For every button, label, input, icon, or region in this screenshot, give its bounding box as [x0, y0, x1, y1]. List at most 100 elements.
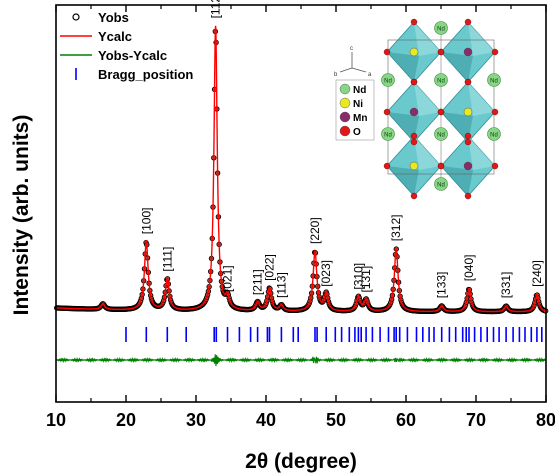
oxygen-atom — [437, 48, 445, 56]
inset-legend-label: O — [353, 127, 361, 138]
octahedron-face-light — [414, 136, 441, 170]
octahedron-face-light — [414, 22, 441, 56]
oxygen-atom — [383, 108, 391, 116]
legend-label: Yobs — [98, 10, 129, 25]
nd-atom-label: Nd — [490, 133, 498, 139]
nd-atom-label: Nd — [437, 183, 445, 189]
x-tick-label: 70 — [466, 410, 486, 430]
x-axis-title: 2θ (degree) — [245, 450, 357, 473]
oxygen-atom — [437, 108, 445, 116]
x-tick-label: 80 — [536, 410, 555, 430]
legend-label: Yobs-Ycalc — [98, 48, 167, 63]
oxygen-atom — [410, 132, 418, 140]
oxygen-atom — [464, 18, 472, 26]
axis-letter: a — [368, 72, 372, 78]
octahedron-face-light — [468, 136, 495, 170]
peak-label-layer: [100] [111] [112] [021] [211][022][113] [220]… — [139, 0, 544, 298]
b-site-atom — [409, 107, 419, 117]
octahedron-face-dark — [387, 112, 419, 142]
legend-swatch-circle — [72, 13, 80, 21]
octahedron-face-light — [468, 82, 495, 116]
axis-b-line — [339, 67, 353, 73]
oxygen-atom — [491, 48, 499, 56]
x-tick-label: 30 — [186, 410, 206, 430]
inset-legend-ball — [339, 111, 351, 123]
legend-item: Yobs-Ycalc — [60, 48, 167, 63]
octahedron-face-light — [468, 22, 495, 56]
axis-letter: c — [350, 46, 353, 52]
peak-label: [331] — [499, 272, 513, 299]
octahedron-face-dark — [441, 112, 473, 142]
peak-label: [113] — [274, 272, 288, 298]
peak-label: [131] — [359, 266, 373, 293]
series-layer — [54, 25, 549, 367]
peak-label: [211] — [251, 269, 265, 295]
nd-atom — [381, 127, 395, 141]
oxygen-atom — [410, 192, 418, 200]
legend-item: Bragg_position — [75, 67, 193, 82]
nd-atom-label: Nd — [384, 79, 392, 85]
oxygen-atom — [464, 78, 472, 86]
b-site-atom — [409, 161, 419, 171]
inset-legend-ball — [339, 83, 351, 95]
axis-a-line — [351, 67, 367, 73]
peak-label: [100] — [139, 207, 153, 234]
bragg-ticks — [125, 327, 543, 342]
octahedron-face-dark — [441, 52, 473, 82]
x-tick-label: 50 — [326, 410, 346, 430]
nd-atom — [381, 73, 395, 87]
legend-item: Ycalc — [60, 29, 132, 44]
nd-atom-label: Nd — [437, 27, 445, 33]
x-tick-label: 40 — [256, 410, 276, 430]
x-tick-label: 20 — [116, 410, 136, 430]
b-site-atom — [463, 47, 473, 57]
peak-label: [111] — [160, 247, 174, 272]
peak-label: [240] — [530, 260, 544, 287]
octahedron-face-dark — [441, 166, 473, 196]
oxygen-atom — [464, 132, 472, 140]
octahedron-face-dark — [387, 52, 419, 82]
calculated-curve — [55, 25, 547, 313]
y-axis-title: Intensity (arb. units) — [10, 115, 33, 316]
peak-label: [312] — [389, 214, 403, 241]
peak-label: [310] — [351, 263, 365, 290]
oxygen-atom — [410, 18, 418, 26]
oxygen-atom — [383, 48, 391, 56]
nd-atom — [434, 177, 448, 191]
nd-atom — [434, 127, 448, 141]
peak-label: [040] — [462, 254, 476, 281]
nd-atom-label: Nd — [437, 79, 445, 85]
crystal-structure-inset: c b a Nd Ni Mn O Nd Nd Nd Nd Nd Nd Nd Nd — [334, 18, 501, 200]
inset-legend-ball — [339, 97, 351, 109]
b-site-atom — [409, 47, 419, 57]
oxygen-atom — [491, 108, 499, 116]
axis-letter: b — [334, 72, 338, 78]
oxygen-atom — [383, 162, 391, 170]
oxygen-atom — [437, 162, 445, 170]
octahedron-face-light — [414, 82, 441, 116]
octahedron-face-dark — [387, 166, 419, 196]
oxygen-atom — [464, 192, 472, 200]
legend-label: Bragg_position — [98, 67, 193, 82]
legend-item: Yobs — [72, 10, 129, 25]
nd-atom — [487, 127, 501, 141]
peak-label: [112] — [209, 0, 223, 18]
x-tick-label: 10 — [46, 410, 66, 430]
legend: Yobs Ycalc Yobs-Ycalc Bragg_position — [60, 10, 193, 82]
oxygen-atom — [491, 162, 499, 170]
peak-label: [220] — [308, 217, 322, 244]
nd-atom-label: Nd — [384, 133, 392, 139]
oxygen-atom — [464, 138, 472, 146]
peak-label: [133] — [435, 272, 449, 299]
difference-curve — [55, 354, 547, 367]
peak-label: [021] — [221, 265, 235, 292]
nd-atom — [434, 73, 448, 87]
legend-label: Ycalc — [98, 29, 132, 44]
nd-atom-label: Nd — [490, 79, 498, 85]
oxygen-atom — [410, 138, 418, 146]
b-site-atom — [463, 161, 473, 171]
nd-atom — [487, 73, 501, 87]
inset-legend-label: Mn — [353, 113, 367, 124]
inset-legend-ball — [339, 125, 351, 137]
